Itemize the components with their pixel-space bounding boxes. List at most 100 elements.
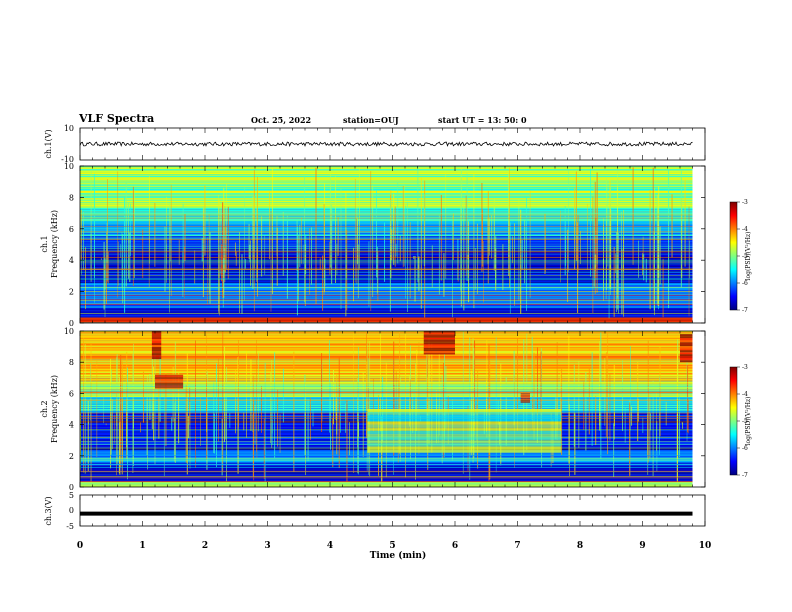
spectrogram-event: [155, 377, 184, 379]
spectrogram-band: [80, 336, 693, 338]
spectrogram-band: [80, 195, 693, 197]
spectrogram-band: [80, 170, 693, 172]
spectrogram-band: [80, 198, 693, 200]
spectrogram-event: [680, 360, 693, 363]
spectrogram-band: [80, 344, 693, 346]
spectrogram-band: [80, 189, 693, 191]
spectrogram-event: [155, 386, 184, 388]
spectrogram-event: [155, 382, 184, 384]
spectrogram-band: [80, 197, 693, 199]
spectrogram-event: [520, 396, 530, 397]
ch1-ytick-top: 10: [64, 124, 74, 133]
ch2-spectrogram-image: [80, 331, 693, 487]
spectrogram-event: [423, 349, 455, 352]
start-time-info: start UT = 13: 50: 0: [438, 115, 527, 125]
time-axis-tick-labels: 0 1 2 3 4 5 6 7 8 9 10: [77, 541, 711, 551]
spectrogram-band: [80, 187, 693, 189]
spectrogram-band: [80, 196, 693, 198]
spectrogram-band: [80, 347, 693, 349]
spectrogram-band: [80, 350, 693, 352]
spectrogram-band: [80, 192, 693, 194]
spectrogram-band: [80, 337, 693, 338]
spectrogram-band: [80, 352, 693, 353]
spectrogram-band: [80, 355, 693, 357]
spectrogram-band: [80, 353, 693, 355]
ch1-waveform-panel: 10 -10 ch.1(V): [44, 124, 706, 164]
ytick-label: 4: [69, 421, 74, 430]
spectrogram-event: [155, 374, 184, 376]
spectrogram-band: [80, 349, 693, 351]
spectrogram-band: [80, 354, 693, 356]
spectrogram-event: [155, 379, 184, 381]
spectrogram-band: [80, 203, 693, 205]
spectrogram-band: [80, 202, 693, 204]
spectrogram-band: [80, 343, 693, 345]
spectrogram-event: [367, 440, 562, 444]
station-info: station=OUJ: [343, 115, 399, 125]
spectrogram-event: [520, 401, 530, 403]
time-axis-tick-label: 2: [202, 541, 208, 551]
spectrogram-band: [80, 189, 693, 191]
spectrogram-band: [80, 197, 693, 199]
spectrogram-band: [80, 201, 693, 203]
spectrogram-event: [423, 344, 455, 347]
spectrogram-band: [80, 348, 693, 350]
spectrogram-band: [80, 186, 693, 188]
spectrogram-event: [520, 394, 530, 395]
spectrogram-band: [80, 338, 693, 339]
spectrogram-band: [80, 169, 693, 171]
spectrogram-band: [80, 205, 693, 207]
spectrogram-event: [423, 352, 455, 355]
spectrogram-band: [80, 343, 693, 345]
ch2-spectrogram-ylabel-channel: ch.2: [40, 400, 49, 417]
spectrogram-band: [80, 194, 693, 196]
spectrogram-event: [423, 346, 455, 348]
spectrogram-band: [80, 334, 693, 336]
spectrogram-band: [80, 352, 693, 354]
spectrogram-event: [520, 398, 530, 400]
spectrogram-event: [520, 394, 530, 396]
spectrogram-event: [151, 341, 162, 344]
start-time-label: start UT =: [438, 115, 485, 125]
spectrogram-band: [80, 170, 693, 172]
colorbar-tick-label: -6: [742, 445, 748, 452]
ytick-label: 2: [69, 288, 74, 297]
spectrogram-band: [80, 182, 693, 184]
ch1-colorbar: [729, 201, 738, 311]
spectrogram-band: [80, 351, 693, 353]
colorbar-tick-label: -4: [742, 226, 748, 233]
spectrogram-event: [423, 334, 455, 337]
station-code: OUJ: [380, 115, 399, 125]
time-axis-tick-label: 6: [452, 541, 458, 551]
spectrogram-band: [80, 168, 693, 170]
spectrogram-band: [80, 179, 693, 181]
time-axis-tick-label: 7: [514, 541, 520, 551]
spectrogram-event: [520, 393, 530, 395]
spectrogram-event: [155, 375, 184, 377]
ch3-ytick-middle: 0: [69, 506, 74, 515]
spectrogram-band: [80, 200, 693, 202]
spectrogram-band: [80, 193, 693, 195]
time-axis-tick-label: 4: [327, 541, 333, 551]
spectrogram-band: [80, 178, 693, 180]
spectrogram-band: [80, 166, 693, 167]
colorbar-tick-label: -3: [742, 364, 748, 371]
spectrogram-event: [155, 384, 184, 386]
spectrogram-band: [80, 180, 693, 182]
spectrogram-event: [423, 337, 455, 340]
ch3-ylabel: ch.3(V): [44, 496, 53, 525]
spectrogram-event: [680, 358, 693, 361]
spectrogram-event: [151, 349, 162, 352]
spectrogram-event: [680, 334, 693, 337]
colorbar-tick-label: -5: [742, 253, 748, 260]
spectrogram-event: [367, 421, 562, 425]
spectrogram-event: [520, 400, 530, 401]
spectrogram-band: [80, 195, 693, 197]
colorbar-tick-label: -7: [742, 307, 748, 314]
spectrogram-event: [423, 339, 455, 342]
spectrogram-band: [80, 350, 693, 352]
spectrogram-event: [151, 347, 162, 350]
spectrogram-event: [680, 336, 693, 339]
spectrogram-event: [423, 341, 455, 343]
spectrogram-band: [80, 338, 693, 340]
